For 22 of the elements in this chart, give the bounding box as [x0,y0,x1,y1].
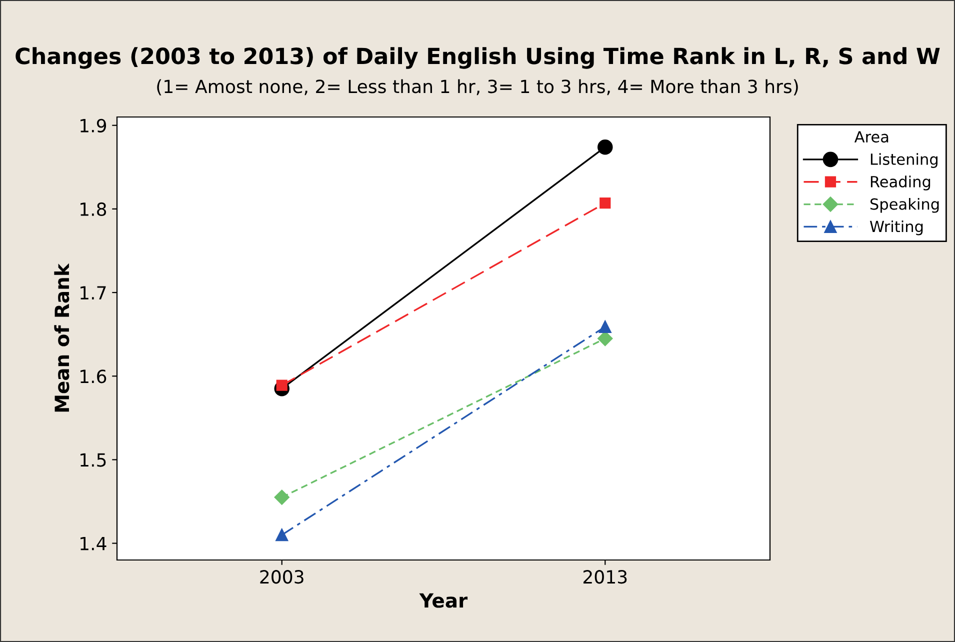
point [597,139,613,155]
y-tick-label: 1.9 [80,118,106,132]
y-axis-title: Mean of Rank [54,263,70,412]
chart-title: Changes (2003 to 2013) of Daily English Using Time Rank in L, R, S and W [16,47,940,69]
point [598,320,612,334]
point [274,490,290,505]
y-tick-label: 1.7 [80,286,106,300]
legend-title: Area [854,131,888,143]
y-tick-label: 1.6 [80,370,106,384]
y-tick-label: 1.8 [80,202,106,216]
legend-label: Listening [870,153,938,168]
y-tick-label: 1.5 [80,453,106,467]
x-tick-label: 2003 [260,570,304,584]
x-axis-title: Year [419,593,468,608]
legend-label: Writing [870,220,923,236]
x-tick-label: 2013 [583,570,627,584]
chart-subtitle: (1= Amost none, 2= Less than 1 hr, 3= 1 to 3 hrs, 4= More than 3 hrs) [157,79,798,96]
legend-label: Reading [870,176,930,190]
legend-label: Speaking [870,198,939,213]
y-tick-label: 1.4 [80,536,106,550]
point [600,198,611,209]
point [276,528,288,542]
